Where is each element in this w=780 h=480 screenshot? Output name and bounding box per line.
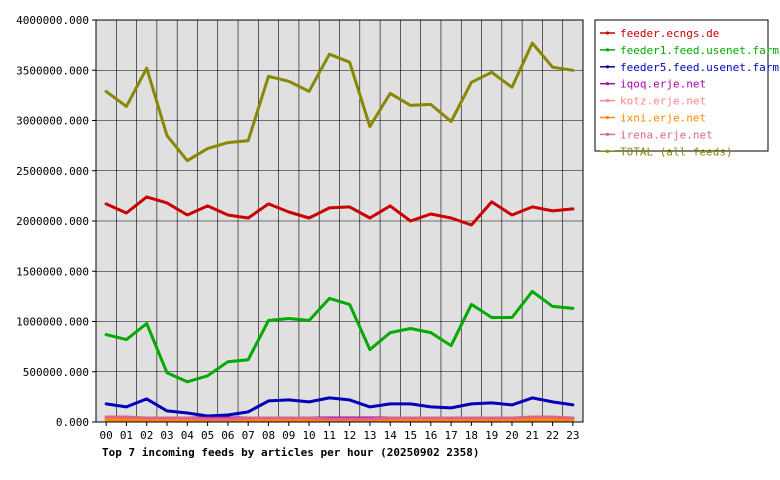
x-tick-label: 22 bbox=[546, 429, 559, 442]
y-tick-label: 3500000.000 bbox=[16, 64, 89, 77]
y-tick-label: 1500000.000 bbox=[16, 265, 89, 278]
x-tick-label: 12 bbox=[343, 429, 356, 442]
x-tick-label: 07 bbox=[242, 429, 255, 442]
legend-box bbox=[594, 19, 769, 152]
y-tick-label: 500000.000 bbox=[23, 366, 89, 379]
legend-label: irena.erje.net bbox=[620, 128, 713, 141]
series-line bbox=[104, 396, 575, 418]
series-line bbox=[104, 289, 575, 384]
y-axis: 0.000 500000.000 1000000.000 1500000.000 200… bbox=[16, 14, 96, 429]
legend-label: feeder.ecngs.de bbox=[620, 27, 719, 40]
plot-border bbox=[95, 19, 584, 423]
x-tick-label: 14 bbox=[384, 429, 398, 442]
x-tick-label: 23 bbox=[566, 429, 579, 442]
legend: feeder.ecngs.de feeder1.feed.usenet.farm f… bbox=[594, 19, 779, 158]
legend-marker bbox=[605, 99, 610, 103]
x-tick-label: 16 bbox=[424, 429, 437, 442]
x-tick-label: 04 bbox=[181, 429, 195, 442]
x-tick-label: 01 bbox=[120, 429, 133, 442]
y-tick-label: 3000000.000 bbox=[16, 115, 89, 128]
x-tick-label: 13 bbox=[363, 429, 376, 442]
x-tick-label: 00 bbox=[100, 429, 113, 442]
y-tick-label: 0.000 bbox=[56, 416, 89, 429]
legend-marker bbox=[605, 82, 610, 86]
x-tick-label: 02 bbox=[140, 429, 153, 442]
legend-label: ixni.erje.net bbox=[620, 112, 706, 125]
x-tick-label: 19 bbox=[485, 429, 498, 442]
y-tick-label: 2500000.000 bbox=[16, 165, 89, 178]
series-line bbox=[104, 415, 575, 421]
x-tick-label: 03 bbox=[160, 429, 173, 442]
chart-title: Top 7 incoming feeds by articles per hou… bbox=[102, 446, 480, 459]
x-tick-label: 09 bbox=[282, 429, 295, 442]
x-tick-label: 18 bbox=[465, 429, 478, 442]
x-tick-label: 21 bbox=[526, 429, 539, 442]
legend-label: iqoq.erje.net bbox=[620, 78, 706, 91]
legend-marker bbox=[605, 65, 610, 69]
legend-marker bbox=[605, 48, 610, 52]
legend-label: TOTAL (all feeds) bbox=[620, 145, 733, 158]
series-line bbox=[104, 195, 575, 227]
series-line bbox=[104, 41, 575, 163]
series-lines bbox=[104, 41, 575, 422]
y-tick-label: 2000000.000 bbox=[16, 215, 89, 228]
x-tick-label: 15 bbox=[404, 429, 417, 442]
x-tick-label: 08 bbox=[262, 429, 275, 442]
x-tick-label: 20 bbox=[505, 429, 518, 442]
legend-marker bbox=[605, 132, 610, 136]
legend-marker bbox=[605, 115, 610, 120]
x-tick-label: 06 bbox=[221, 429, 234, 442]
legend-label: kotz.erje.net bbox=[620, 95, 706, 108]
legend-marker bbox=[605, 31, 610, 35]
legend-label: feeder1.feed.usenet.farm bbox=[620, 44, 779, 57]
x-tick-label: 05 bbox=[201, 429, 214, 442]
x-tick-label: 10 bbox=[302, 429, 315, 442]
x-axis: 00 01 02 03 04 05 06 07 08 09 10 11 12 13 14 15 16 17 18 19… bbox=[100, 422, 579, 442]
x-tick-label: 11 bbox=[323, 429, 336, 442]
legend-label: feeder5.feed.usenet.farm bbox=[620, 61, 779, 74]
x-tick-label: 17 bbox=[444, 429, 457, 442]
legend-marker bbox=[605, 149, 610, 153]
y-tick-label: 1000000.000 bbox=[16, 316, 89, 329]
y-tick-label: 4000000.000 bbox=[16, 14, 89, 27]
